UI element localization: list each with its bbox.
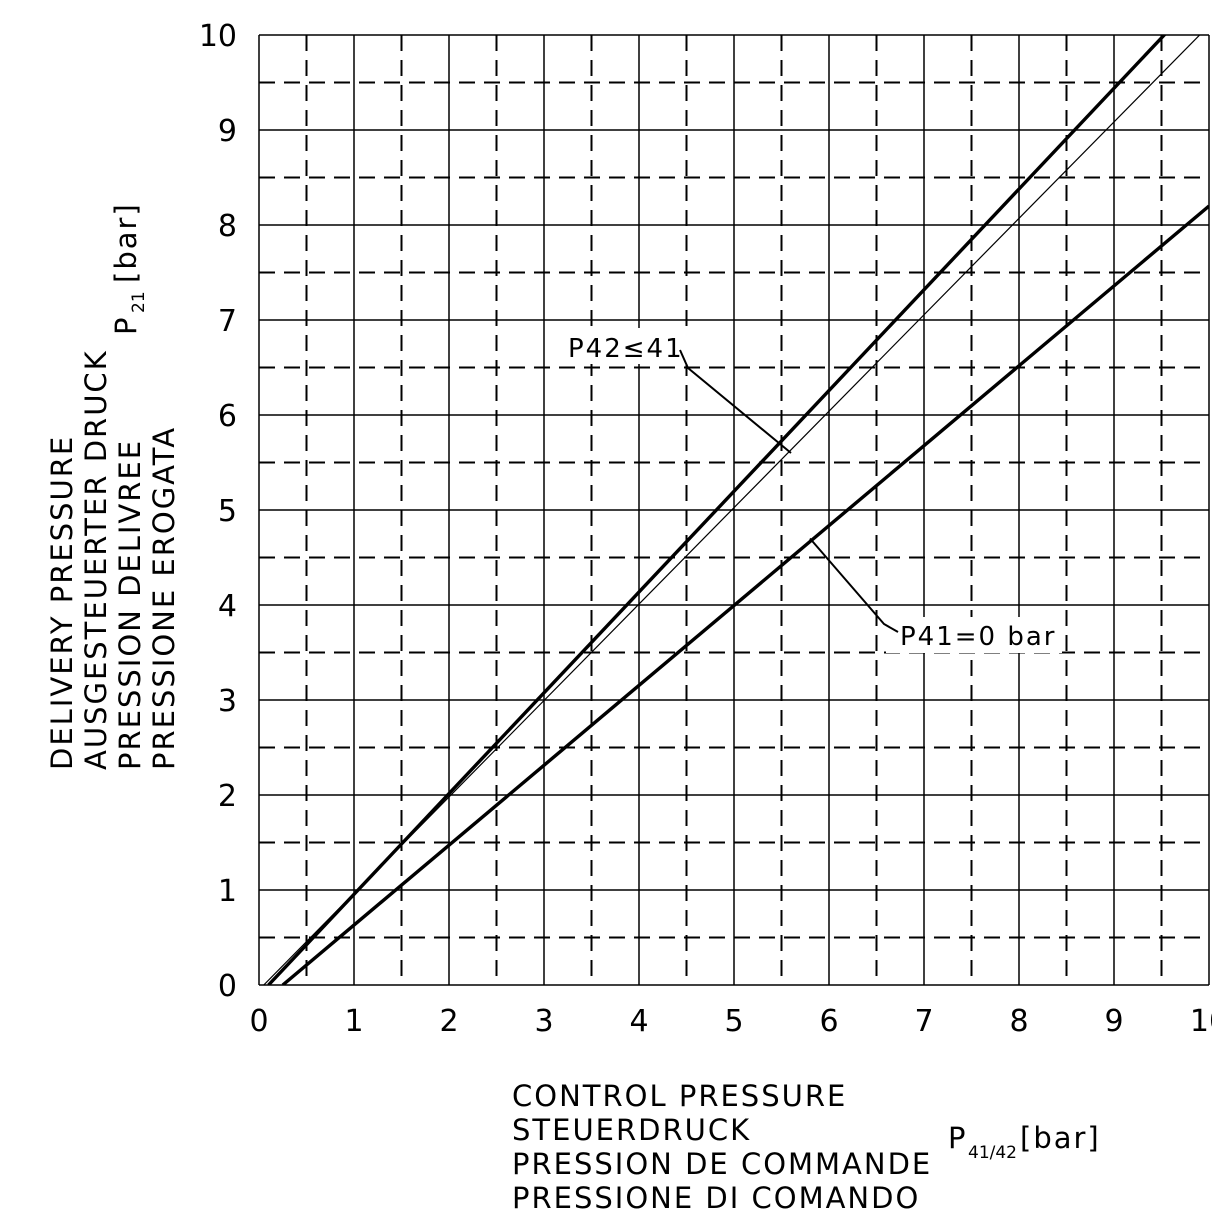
y-axis-label-line-3: PRESSION DELIVREE: [113, 439, 147, 770]
y-tick-label: 5: [218, 494, 237, 529]
series-line-3: [281, 204, 1209, 985]
x-tick-label: 3: [534, 1004, 553, 1039]
y-tick-label: 3: [218, 684, 237, 719]
grid: [258, 34, 1210, 986]
tick-labels: 0 1 2 3 4 5 6 7 8 9 10 0 1 2 3 4 5 6 7 8 9 10: [199, 19, 1212, 1039]
y-axis-label-block: DELIVERY PRESSURE AUSGESTEUERTER DRUCK P…: [45, 202, 181, 770]
y-axis-label-line-4: PRESSIONE EROGATA: [147, 426, 181, 770]
y-tick-label: 7: [218, 304, 237, 339]
x-tick-label: 5: [724, 1004, 743, 1039]
y-tick-label: 9: [218, 114, 237, 149]
x-tick-label: 6: [819, 1004, 838, 1039]
y-axis-unit: [bar]: [109, 202, 143, 283]
annotation-leader: [809, 537, 899, 633]
annotations-layer: P42≤41 P41=0 bar: [562, 328, 1062, 653]
annotation-leader: [679, 349, 792, 454]
y-axis-symbol-subscript: 21: [129, 291, 149, 313]
annotation-label: P42≤41: [568, 334, 684, 364]
y-tick-label: 0: [218, 969, 237, 1004]
x-axis-label-block: CONTROL PRESSURE STEUERDRUCK PRESSION DE…: [512, 1079, 1101, 1215]
annotation-label: P41=0 bar: [900, 622, 1056, 652]
x-tick-label: 9: [1104, 1004, 1123, 1039]
x-axis-symbol-subscript: 41/42: [968, 1143, 1017, 1163]
x-tick-label: 4: [629, 1004, 648, 1039]
y-axis-label-line-2: AUSGESTEUERTER DRUCK: [79, 349, 113, 770]
y-axis-symbol: P: [109, 316, 143, 336]
series-line-1: [267, 35, 1167, 985]
x-tick-label: 10: [1190, 1004, 1212, 1039]
x-tick-label: 8: [1009, 1004, 1028, 1039]
y-tick-label: 2: [218, 779, 237, 814]
x-axis-label-line-2: STEUERDRUCK: [512, 1113, 751, 1147]
x-axis-symbol: P: [948, 1121, 968, 1155]
y-tick-label: 10: [199, 19, 237, 54]
series-line-2: [263, 35, 1201, 985]
series-layer: [263, 35, 1209, 985]
x-tick-label: 1: [344, 1004, 363, 1039]
x-tick-label: 2: [439, 1004, 458, 1039]
x-tick-label: 0: [249, 1004, 268, 1039]
annotation-bg: [562, 328, 690, 364]
x-axis-unit: [bar]: [1020, 1121, 1101, 1155]
y-tick-label: 4: [218, 589, 237, 624]
y-tick-label: 8: [218, 209, 237, 244]
x-axis-label-line-1: CONTROL PRESSURE: [512, 1079, 847, 1113]
y-tick-label: 1: [218, 874, 237, 909]
y-axis-label-line-1: DELIVERY PRESSURE: [45, 435, 79, 770]
x-axis-label-line-3: PRESSION DE COMMANDE: [512, 1147, 932, 1181]
x-tick-label: 7: [914, 1004, 933, 1039]
x-axis-label-line-4: PRESSIONE DI COMANDO: [512, 1181, 920, 1215]
y-tick-label: 6: [218, 399, 237, 434]
annotation-bg: [886, 617, 1062, 653]
